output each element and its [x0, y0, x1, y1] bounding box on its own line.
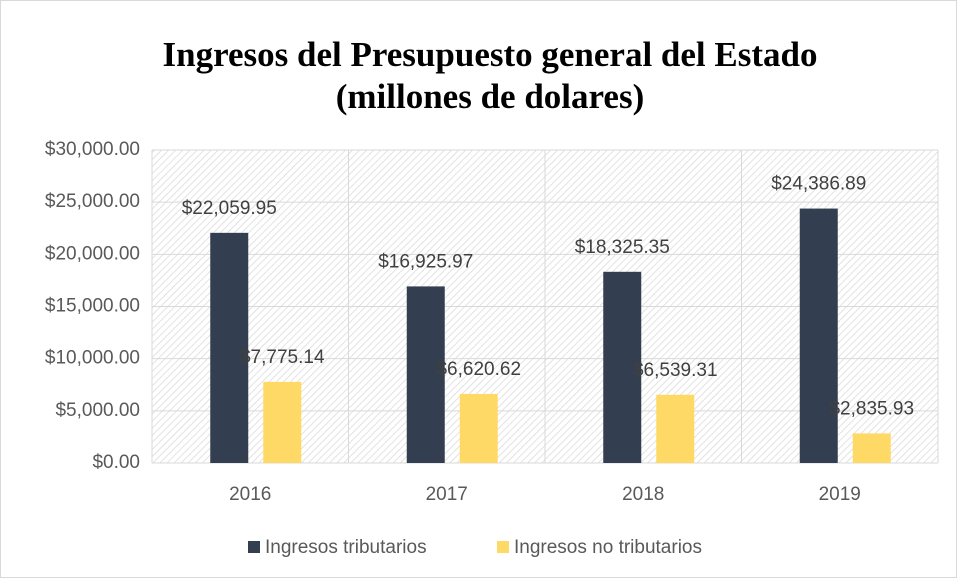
y-tick-label: $10,000.00 [45, 348, 140, 369]
legend-label: Ingresos tributarios [265, 537, 427, 558]
x-tick-label: 2016 [229, 484, 271, 505]
data-label: $7,775.14 [240, 347, 325, 368]
y-tick-label: $5,000.00 [55, 400, 140, 421]
legend-label: Ingresos no tributarios [514, 537, 702, 558]
data-label: $22,059.95 [182, 198, 277, 219]
bar [263, 381, 302, 463]
data-label: $24,386.89 [771, 174, 866, 195]
legend-swatch [248, 541, 260, 553]
x-tick-label: 2018 [622, 484, 664, 505]
y-tick-label: $25,000.00 [45, 191, 140, 212]
bar [406, 286, 445, 463]
bar [852, 433, 891, 463]
data-label: $16,925.97 [378, 251, 473, 272]
legend-swatch [497, 541, 509, 553]
x-tick-label: 2017 [426, 484, 468, 505]
bar [210, 232, 249, 463]
y-tick-label: $15,000.00 [45, 296, 140, 317]
chart-title: (millones de dolares) [336, 77, 645, 116]
chart-title: Ingresos del Presupuesto general del Est… [163, 35, 818, 74]
data-label: $6,539.31 [633, 360, 718, 381]
data-label: $18,325.35 [575, 237, 670, 258]
y-tick-label: $30,000.00 [45, 139, 140, 160]
y-tick-label: $0.00 [92, 452, 140, 473]
bar [799, 208, 838, 463]
data-label: $2,835.93 [829, 398, 914, 419]
y-tick-label: $20,000.00 [45, 243, 140, 264]
bar [459, 393, 498, 463]
bar [656, 394, 695, 463]
data-label: $6,620.62 [436, 359, 521, 380]
x-tick-label: 2019 [819, 484, 861, 505]
bar [603, 271, 642, 463]
